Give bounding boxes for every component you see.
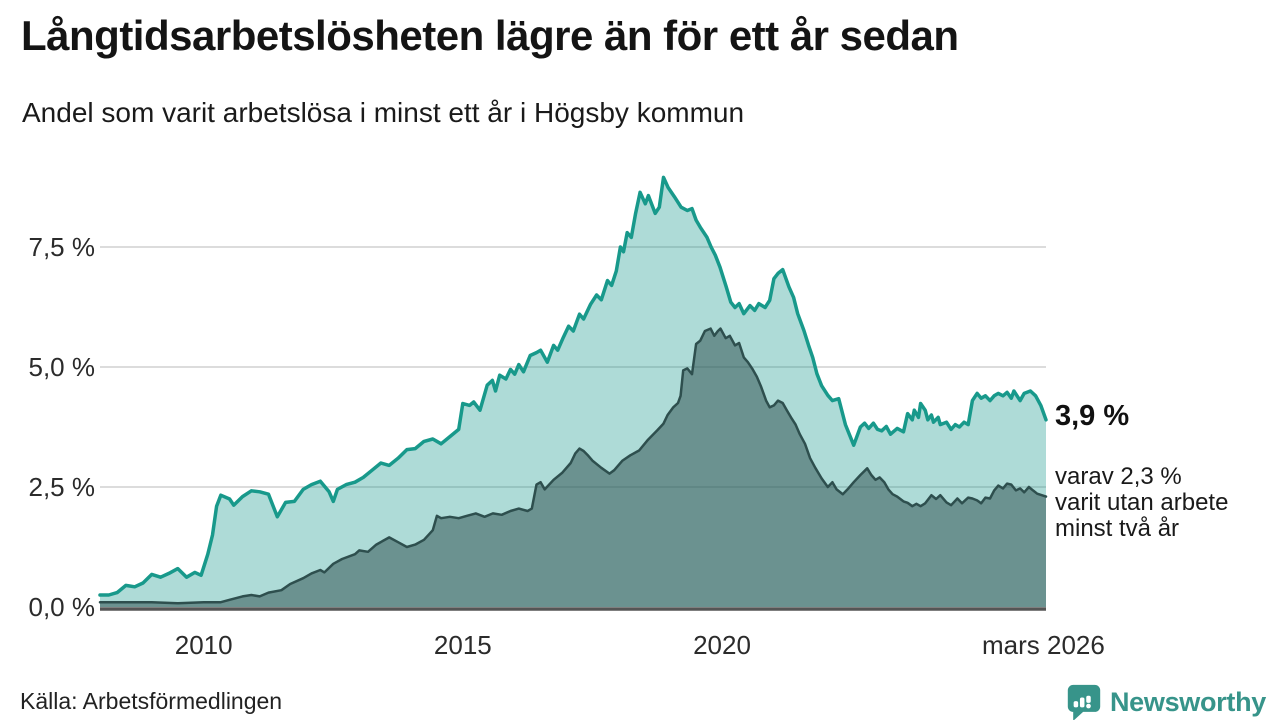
- source-credit: Källa: Arbetsförmedlingen: [20, 688, 283, 714]
- page-subtitle: Andel som varit arbetslösa i minst ett å…: [22, 97, 745, 128]
- x-tick-label: 2010: [174, 630, 233, 660]
- x-tick-label: 2020: [693, 630, 751, 660]
- y-tick-label: 0,0 %: [28, 592, 96, 622]
- newsworthy-logo-icon: [1067, 684, 1101, 720]
- logo-dot: [1086, 703, 1091, 709]
- latest-value-label: 3,9 %: [1055, 400, 1130, 432]
- newsworthy-logo: Newsworthy: [1066, 683, 1266, 720]
- area-minst-tva-ar: [100, 328, 1046, 607]
- latest-detail-line-3: minst två år: [1055, 515, 1180, 542]
- latest-detail-label: varav 2,3 % varit utan arbete minst två …: [1055, 464, 1228, 542]
- line-minst-ett-ar: [98, 175, 1048, 597]
- page-title: Långtidsarbetslösheten lägre än för ett …: [21, 12, 959, 59]
- x-tick-label: mars 2026: [981, 630, 1105, 660]
- line-minst-tva-ar: [98, 327, 1048, 605]
- x-tick-label: 2015: [433, 630, 492, 660]
- newsworthy-logo-text: Newsworthy: [1109, 686, 1266, 717]
- y-tick-label: 2,5 %: [28, 472, 96, 502]
- y-tick-label: 5,0 %: [28, 352, 96, 382]
- y-tick-label: 7,5 %: [28, 232, 96, 262]
- latest-detail-line-1: varav 2,3 %: [1055, 463, 1182, 490]
- latest-detail-line-2: varit utan arbete: [1055, 489, 1229, 516]
